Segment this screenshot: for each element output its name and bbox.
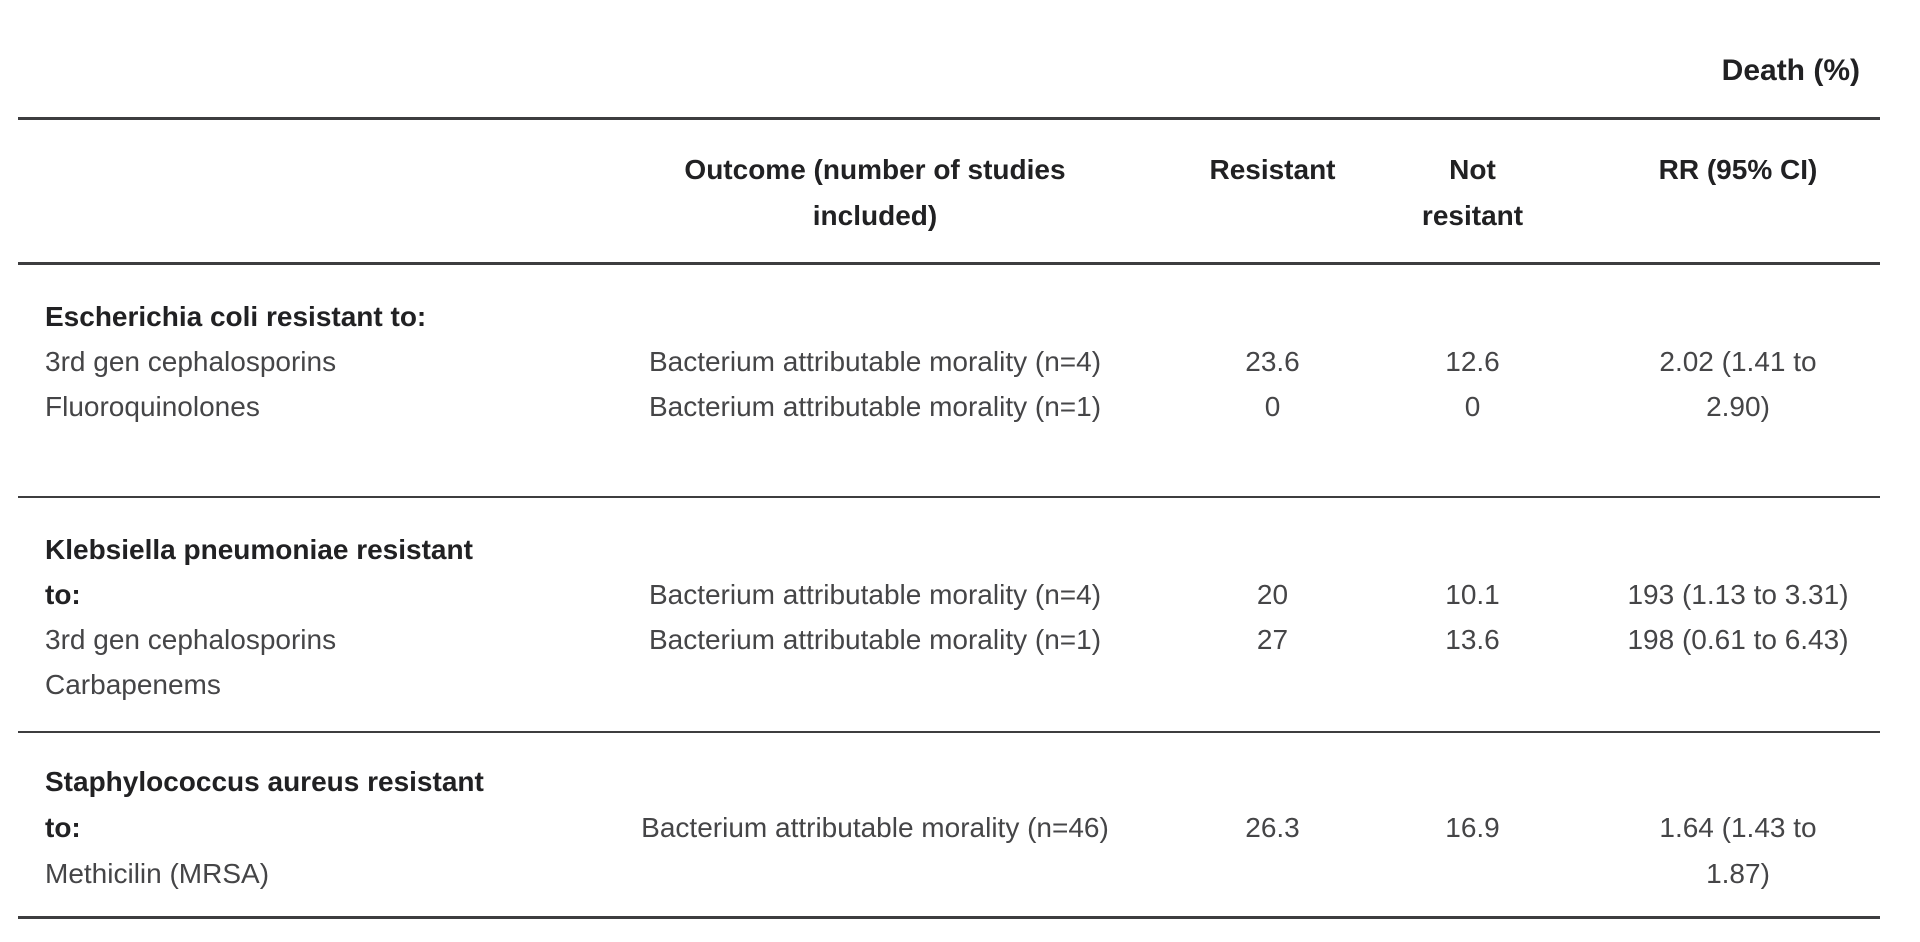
antibiotic-label: Methicilin (MRSA)	[45, 858, 270, 889]
col-header-not-resistant-line2: resitant	[1421, 200, 1524, 231]
col-header-rr: RR (95% CI)	[1658, 154, 1818, 185]
cell-rr: 2.90)	[1706, 391, 1770, 422]
cell-not-resistant: 13.6	[1445, 624, 1500, 655]
rule-section-divider-2	[18, 731, 1880, 733]
death-percent-spanner-label: Death (%)	[1721, 54, 1860, 87]
cell-not-resistant: 12.6	[1445, 346, 1500, 377]
cell-resistant: 27	[1256, 624, 1289, 655]
organism-heading-line2: to:	[45, 812, 81, 843]
rule-below-header	[18, 262, 1880, 265]
antibiotic-label: Fluoroquinolones	[45, 391, 260, 422]
cell-outcome: Bacterium attributable morality (n=4)	[648, 579, 1102, 610]
cell-resistant: 20	[1256, 579, 1289, 610]
cell-resistant: 0	[1264, 391, 1281, 422]
cell-rr: 1.64 (1.43 to	[1659, 812, 1817, 843]
cell-rr: 193 (1.13 to 3.31)	[1627, 579, 1849, 610]
rule-bottom	[18, 916, 1880, 919]
cell-outcome: Bacterium attributable morality (n=1)	[648, 624, 1102, 655]
cell-resistant: 23.6	[1245, 346, 1300, 377]
antibiotic-label: 3rd gen cephalosporins	[45, 624, 337, 655]
rule-section-divider-1	[18, 496, 1880, 498]
cell-rr: 198 (0.61 to 6.43)	[1627, 624, 1849, 655]
organism-heading: Escherichia coli resistant to:	[45, 301, 427, 332]
rule-top	[18, 117, 1880, 120]
col-header-not-resistant-line1: Not	[1449, 154, 1496, 185]
cell-rr-continued: 1.87)	[1706, 858, 1770, 889]
cell-outcome: Bacterium attributable morality (n=46)	[641, 812, 1109, 843]
col-header-outcome-line2: included)	[812, 200, 938, 231]
organism-heading-line2: to:	[45, 579, 81, 610]
cell-outcome: Bacterium attributable morality (n=1)	[648, 391, 1102, 422]
cell-rr: 2.02 (1.41 to	[1659, 346, 1817, 377]
cell-outcome: Bacterium attributable morality (n=4)	[648, 346, 1102, 377]
antibiotic-label: 3rd gen cephalosporins	[45, 346, 337, 377]
col-header-outcome-line1: Outcome (number of studies	[684, 154, 1066, 185]
cell-resistant: 26.3	[1245, 812, 1300, 843]
cell-not-resistant: 16.9	[1445, 812, 1500, 843]
cell-not-resistant: 0	[1464, 391, 1481, 422]
organism-heading: Staphylococcus aureus resistant	[45, 766, 484, 797]
antibiotic-label: Carbapenems	[45, 669, 221, 700]
organism-heading: Klebsiella pneumoniae resistant	[45, 534, 473, 565]
cell-not-resistant: 10.1	[1445, 579, 1500, 610]
col-header-resistant: Resistant	[1209, 154, 1336, 185]
